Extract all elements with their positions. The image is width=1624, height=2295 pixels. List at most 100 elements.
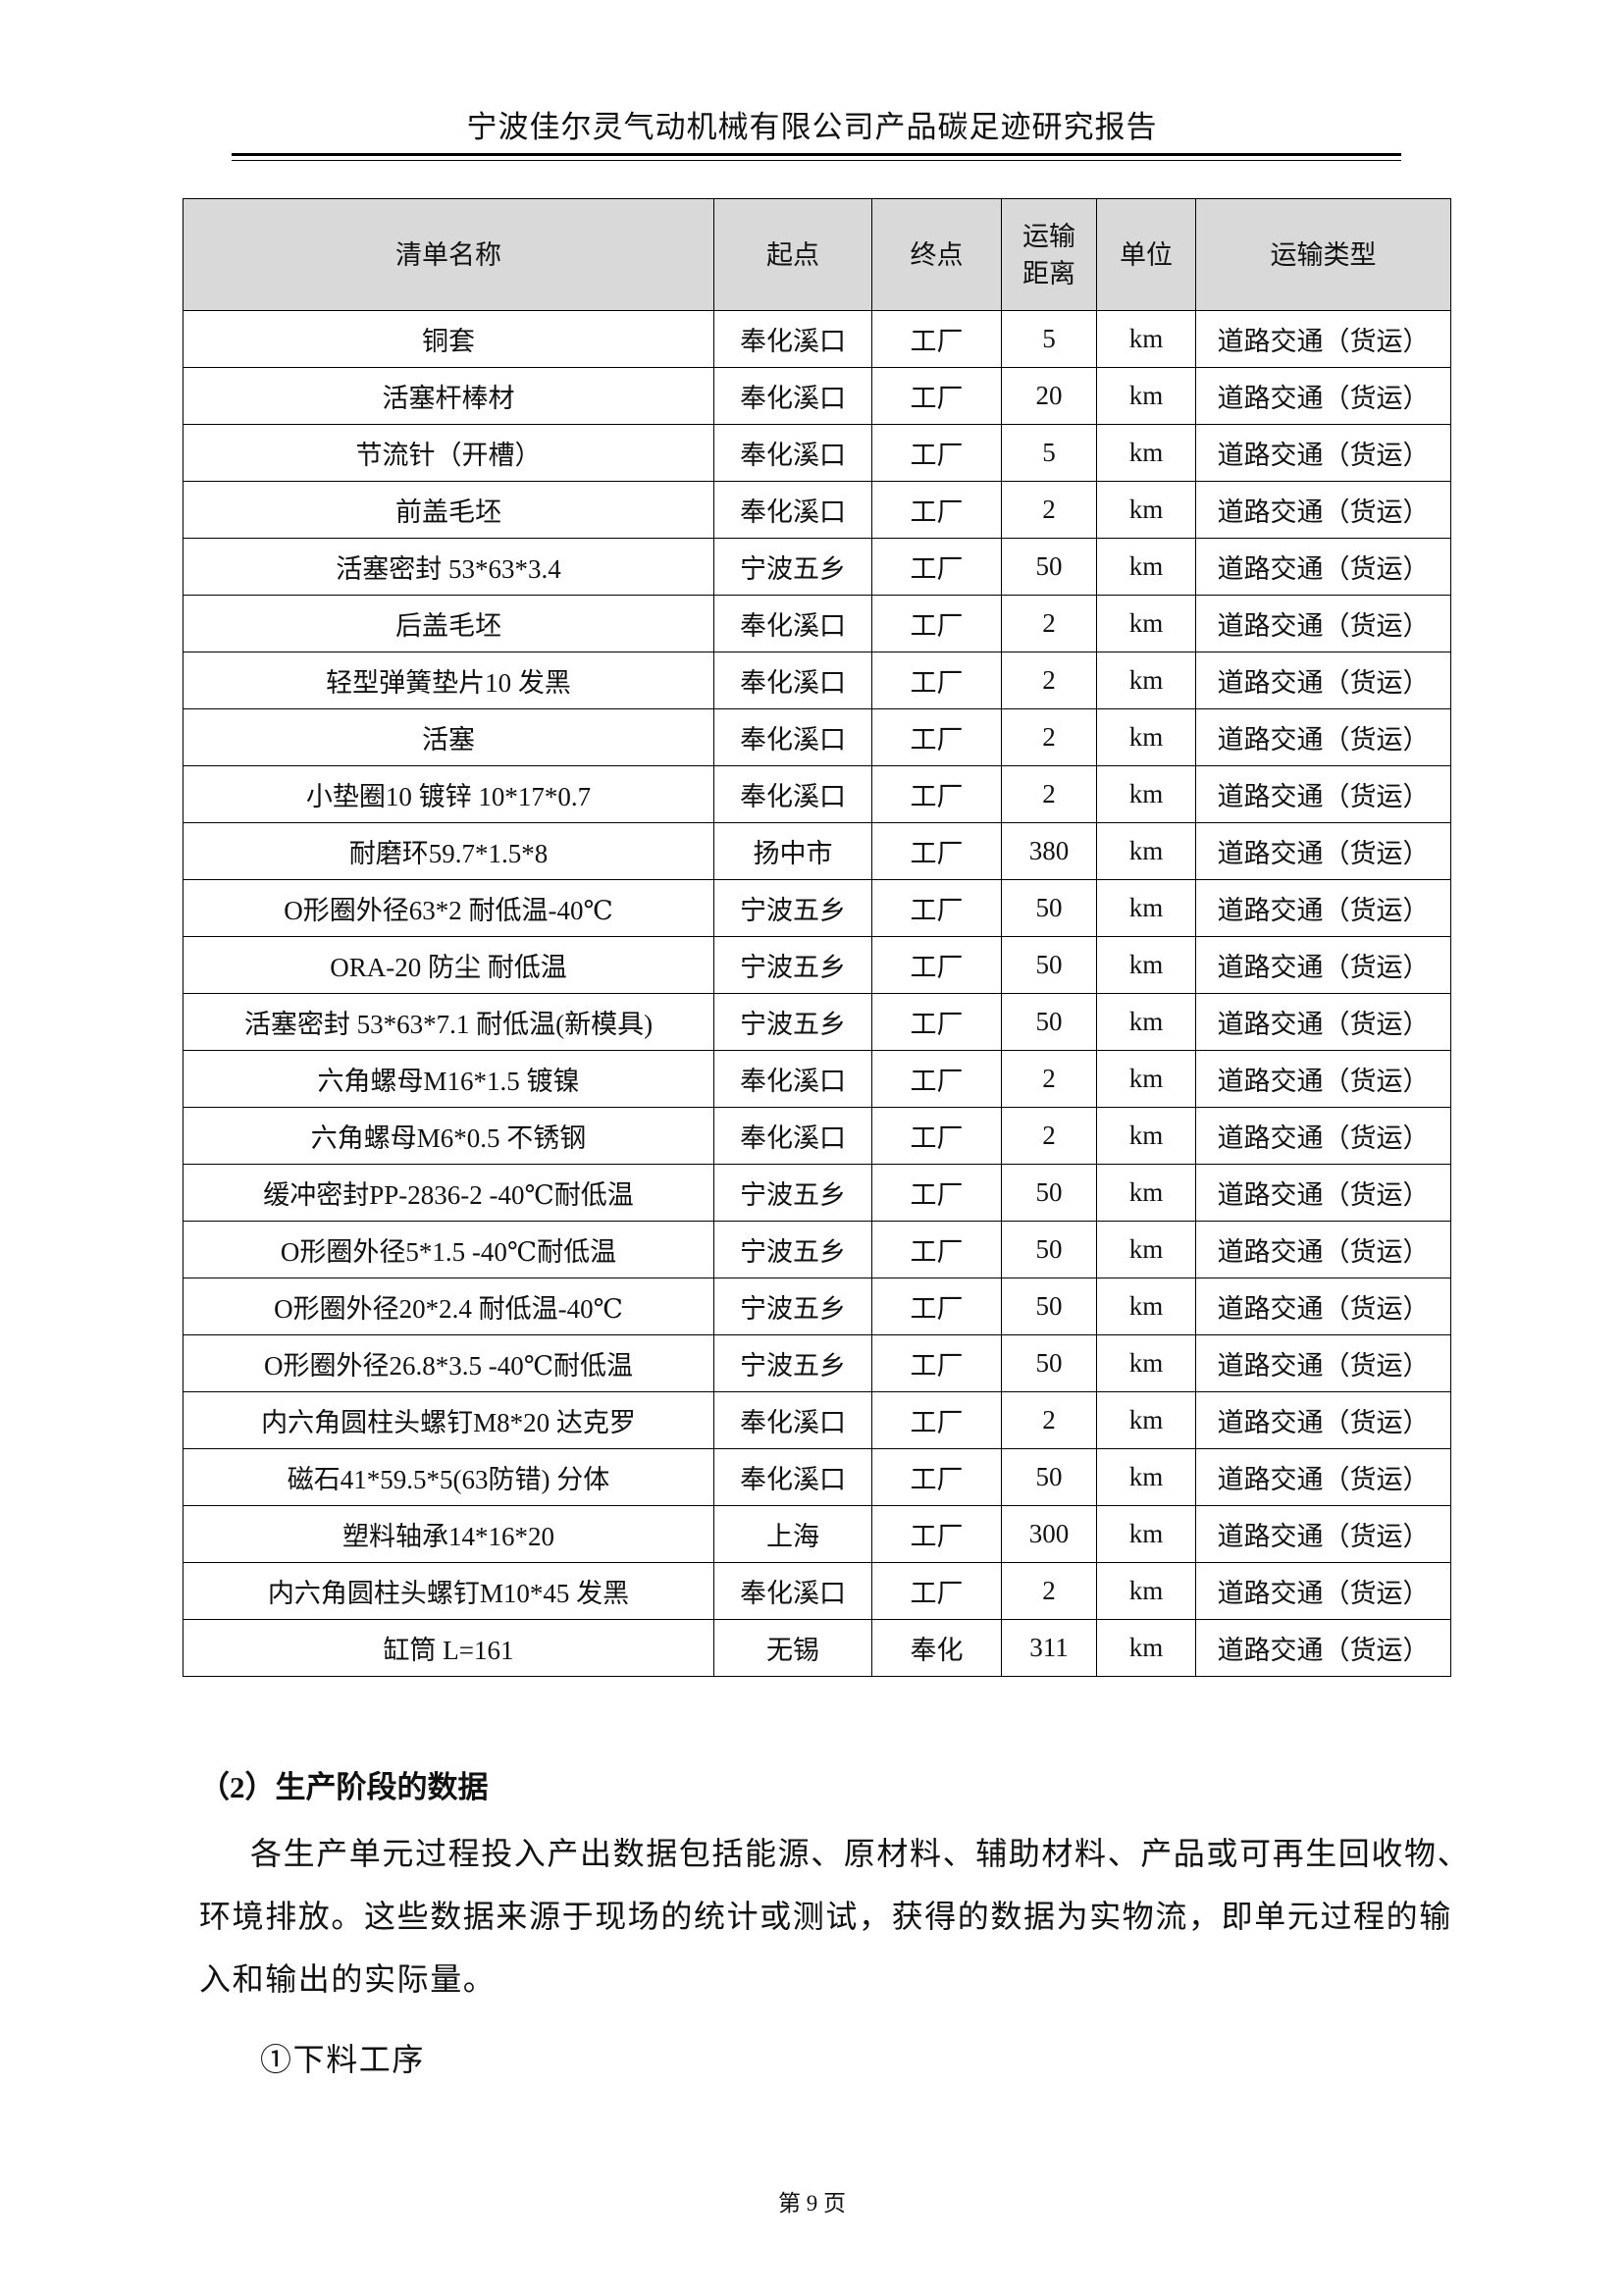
cell-item-name: O形圈外径20*2.4 耐低温-40℃ <box>183 1278 714 1335</box>
cell-destination: 工厂 <box>871 652 1002 709</box>
table-row: 活塞杆棒材 奉化溪口 工厂 20 km 道路交通（货运） <box>183 367 1451 425</box>
cell-origin: 奉化溪口 <box>713 1562 872 1620</box>
cell-unit: km <box>1096 936 1196 994</box>
cell-item-name: O形圈外径5*1.5 -40℃耐低温 <box>183 1221 714 1278</box>
cell-distance: 50 <box>1001 993 1097 1051</box>
paragraph-line: 入和输出的实际量。 <box>199 1961 497 1997</box>
cell-item-name: 内六角圆柱头螺钉M10*45 发黑 <box>183 1562 714 1620</box>
cell-destination: 工厂 <box>871 310 1002 368</box>
cell-destination: 工厂 <box>871 1505 1002 1563</box>
cell-transport-type: 道路交通（货运） <box>1195 1334 1451 1392</box>
cell-item-name: 铜套 <box>183 310 714 368</box>
cell-item-name: 缸筒 L=161 <box>183 1619 714 1677</box>
cell-item-name: ORA-20 防尘 耐低温 <box>183 936 714 994</box>
cell-origin: 奉化溪口 <box>713 1448 872 1506</box>
cell-origin: 宁波五乡 <box>713 879 872 937</box>
table-row: 内六角圆柱头螺钉M8*20 达克罗 奉化溪口 工厂 2 km 道路交通（货运） <box>183 1391 1451 1449</box>
table-row: 六角螺母M16*1.5 镀镍 奉化溪口 工厂 2 km 道路交通（货运） <box>183 1050 1451 1108</box>
cell-origin: 宁波五乡 <box>713 1334 872 1392</box>
cell-destination: 工厂 <box>871 1278 1002 1335</box>
cell-destination: 工厂 <box>871 1448 1002 1506</box>
cell-distance: 50 <box>1001 1448 1097 1506</box>
cell-transport-type: 道路交通（货运） <box>1195 1278 1451 1335</box>
cell-transport-type: 道路交通（货运） <box>1195 424 1451 482</box>
cell-destination: 工厂 <box>871 367 1002 425</box>
table-row: O形圈外径63*2 耐低温-40℃ 宁波五乡 工厂 50 km 道路交通（货运） <box>183 879 1451 937</box>
cell-unit: km <box>1096 993 1196 1051</box>
cell-unit: km <box>1096 424 1196 482</box>
table-header-row: 清单名称 起点 终点 运输距离 单位 运输类型 <box>183 198 1451 311</box>
table-row: 小垫圈10 镀锌 10*17*0.7 奉化溪口 工厂 2 km 道路交通（货运） <box>183 765 1451 823</box>
cell-item-name: 磁石41*59.5*5(63防错) 分体 <box>183 1448 714 1506</box>
cell-item-name: 活塞 <box>183 708 714 766</box>
table-row: O形圈外径5*1.5 -40℃耐低温 宁波五乡 工厂 50 km 道路交通（货运） <box>183 1221 1451 1278</box>
cell-unit: km <box>1096 879 1196 937</box>
cell-destination: 工厂 <box>871 424 1002 482</box>
table-row: 塑料轴承14*16*20 上海 工厂 300 km 道路交通（货运） <box>183 1505 1451 1563</box>
table-row: 缓冲密封PP-2836-2 -40℃耐低温 宁波五乡 工厂 50 km 道路交通（货运） <box>183 1164 1451 1222</box>
cell-origin: 奉化溪口 <box>713 765 872 823</box>
cell-distance: 5 <box>1001 310 1097 368</box>
cell-destination: 工厂 <box>871 1221 1002 1278</box>
cell-destination: 工厂 <box>871 1050 1002 1108</box>
cell-item-name: 活塞密封 53*63*7.1 耐低温(新模具) <box>183 993 714 1051</box>
table-row: O形圈外径26.8*3.5 -40℃耐低温 宁波五乡 工厂 50 km 道路交通（货运） <box>183 1334 1451 1392</box>
col-header-unit: 单位 <box>1096 198 1196 311</box>
cell-unit: km <box>1096 1164 1196 1222</box>
cell-origin: 无锡 <box>713 1619 872 1677</box>
cell-distance: 311 <box>1001 1619 1097 1677</box>
cell-unit: km <box>1096 1448 1196 1506</box>
cell-origin: 奉化溪口 <box>713 1050 872 1108</box>
cell-distance: 380 <box>1001 822 1097 880</box>
cell-origin: 宁波五乡 <box>713 1278 872 1335</box>
cell-item-name: 六角螺母M6*0.5 不锈钢 <box>183 1107 714 1165</box>
cell-distance: 2 <box>1001 595 1097 652</box>
table-row: 缸筒 L=161 无锡 奉化 311 km 道路交通（货运） <box>183 1619 1451 1677</box>
cell-origin: 奉化溪口 <box>713 310 872 368</box>
table-row: 前盖毛坯 奉化溪口 工厂 2 km 道路交通（货运） <box>183 481 1451 539</box>
cell-destination: 工厂 <box>871 765 1002 823</box>
cell-distance: 5 <box>1001 424 1097 482</box>
paragraph-line: 环境排放。这些数据来源于现场的统计或测试，获得的数据为实物流，即单元过程的输 <box>199 1899 1452 1934</box>
cell-distance: 20 <box>1001 367 1097 425</box>
cell-transport-type: 道路交通（货运） <box>1195 936 1451 994</box>
cell-destination: 工厂 <box>871 879 1002 937</box>
cell-transport-type: 道路交通（货运） <box>1195 993 1451 1051</box>
cell-transport-type: 道路交通（货运） <box>1195 1050 1451 1108</box>
col-header-name: 清单名称 <box>183 198 714 311</box>
cell-transport-type: 道路交通（货运） <box>1195 310 1451 368</box>
table-row: 后盖毛坯 奉化溪口 工厂 2 km 道路交通（货运） <box>183 595 1451 652</box>
cell-item-name: 耐磨环59.7*1.5*8 <box>183 822 714 880</box>
cell-distance: 50 <box>1001 538 1097 596</box>
cell-distance: 50 <box>1001 1278 1097 1335</box>
cell-destination: 工厂 <box>871 481 1002 539</box>
cell-item-name: 小垫圈10 镀锌 10*17*0.7 <box>183 765 714 823</box>
col-header-origin: 起点 <box>713 198 872 311</box>
table-row: ORA-20 防尘 耐低温 宁波五乡 工厂 50 km 道路交通（货运） <box>183 936 1451 994</box>
col-header-destination: 终点 <box>871 198 1002 311</box>
cell-transport-type: 道路交通（货运） <box>1195 1619 1451 1677</box>
cell-item-name: 内六角圆柱头螺钉M8*20 达克罗 <box>183 1391 714 1449</box>
cell-unit: km <box>1096 1278 1196 1335</box>
cell-distance: 50 <box>1001 1221 1097 1278</box>
cell-distance: 2 <box>1001 1391 1097 1449</box>
cell-item-name: 缓冲密封PP-2836-2 -40℃耐低温 <box>183 1164 714 1222</box>
cell-destination: 工厂 <box>871 595 1002 652</box>
cell-destination: 工厂 <box>871 1164 1002 1222</box>
cell-distance: 2 <box>1001 481 1097 539</box>
cell-destination: 工厂 <box>871 1391 1002 1449</box>
cell-unit: km <box>1096 1562 1196 1620</box>
cell-origin: 奉化溪口 <box>713 708 872 766</box>
col-header-distance: 运输距离 <box>1001 198 1097 311</box>
cell-item-name: 塑料轴承14*16*20 <box>183 1505 714 1563</box>
page-number: 第 9 页 <box>778 2191 846 2216</box>
cell-distance: 2 <box>1001 1050 1097 1108</box>
cell-unit: km <box>1096 538 1196 596</box>
cell-origin: 奉化溪口 <box>713 652 872 709</box>
cell-item-name: O形圈外径26.8*3.5 -40℃耐低温 <box>183 1334 714 1392</box>
cell-unit: km <box>1096 652 1196 709</box>
cell-item-name: 后盖毛坯 <box>183 595 714 652</box>
cell-unit: km <box>1096 1334 1196 1392</box>
cell-destination: 工厂 <box>871 993 1002 1051</box>
paragraph-line: 各生产单元过程投入产出数据包括能源、原材料、辅助材料、产品或可再生回收物、 <box>250 1836 1471 1871</box>
